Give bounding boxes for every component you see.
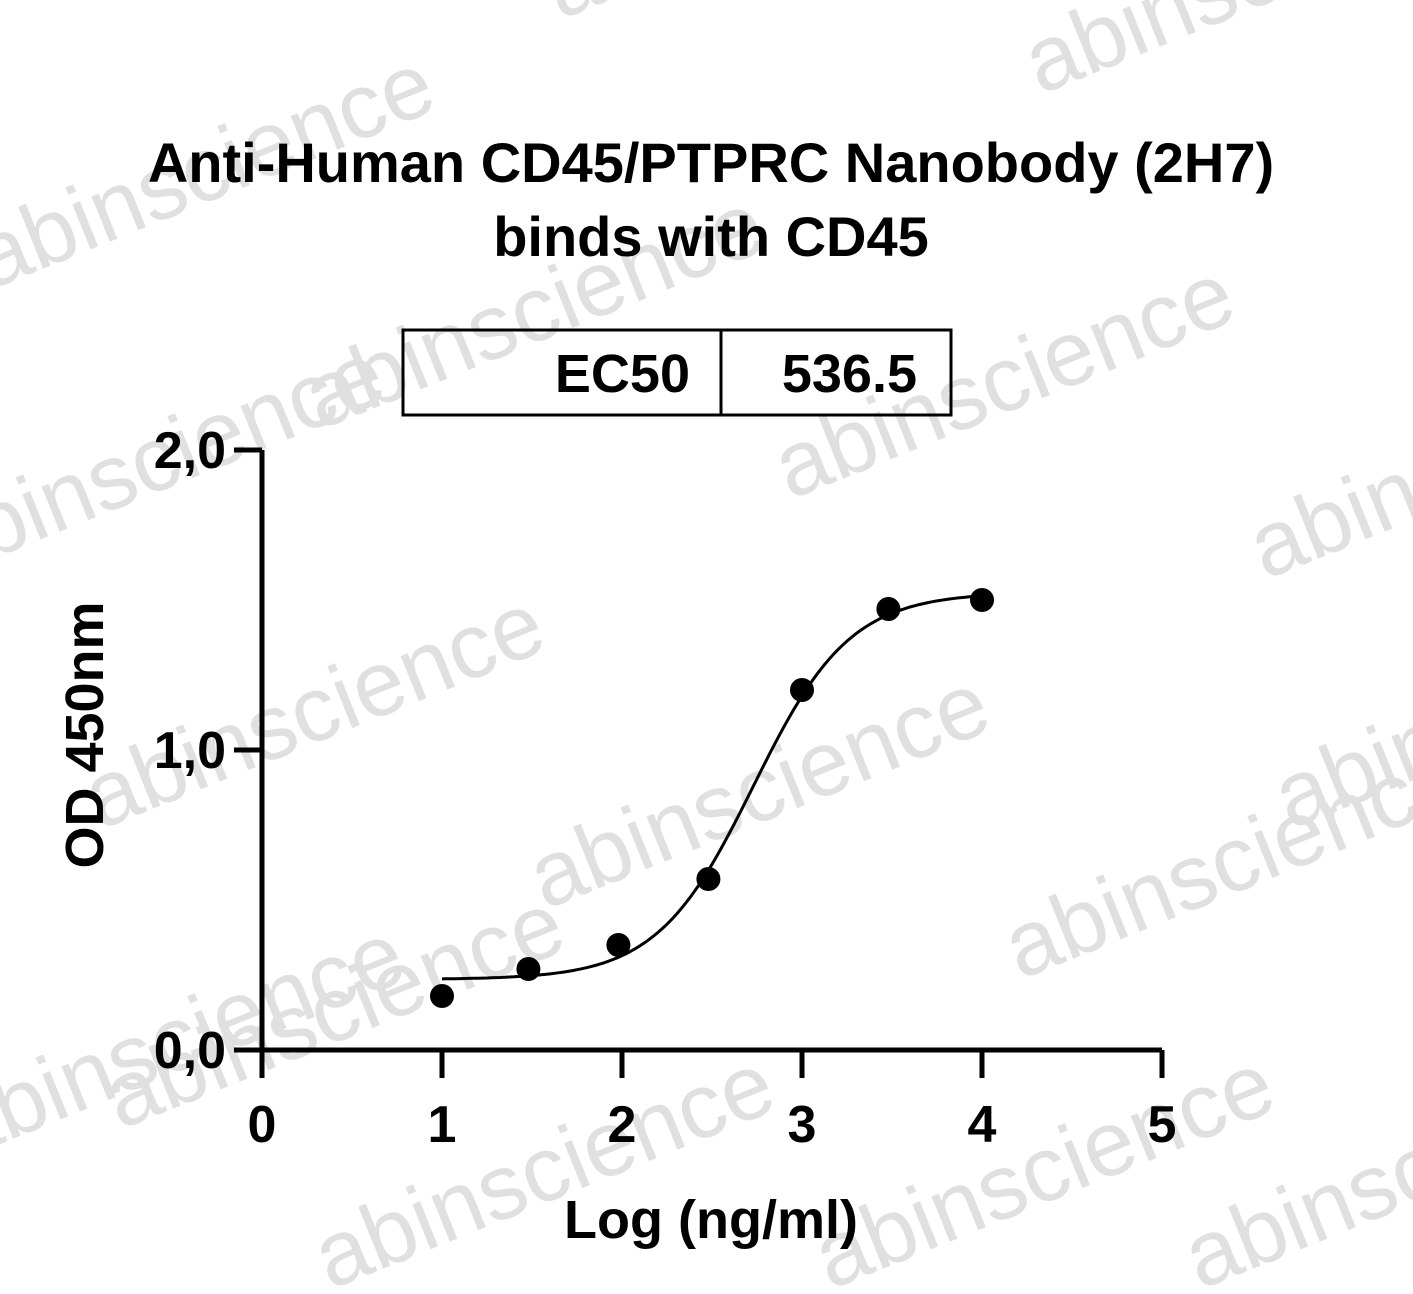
- x-tick-label: 2: [608, 1096, 637, 1154]
- y-tick-label: 1,0: [154, 722, 226, 780]
- chart-title: Anti-Human CD45/PTPRC Nanobody (2H7): [148, 131, 1274, 194]
- watermark-text: abinscience: [1009, 0, 1413, 114]
- watermark-text: abinscience: [1234, 322, 1413, 599]
- ec50-label: EC50: [555, 344, 690, 404]
- axes: 0,0 1,0 2,0 0 1 2 3 4 5: [154, 422, 1177, 1154]
- x-tick-label: 4: [968, 1096, 997, 1154]
- x-tick-label: 5: [1148, 1096, 1177, 1154]
- data-point: [430, 984, 454, 1008]
- x-axis-label: Log (ng/ml): [564, 1190, 858, 1250]
- ec50-value: 536.5: [782, 344, 917, 404]
- watermark-text: abinscience: [514, 652, 1003, 929]
- data-point: [876, 597, 901, 621]
- watermark-text: abinscience: [69, 572, 558, 849]
- data-point: [790, 678, 814, 702]
- y-tick-label: 0,0: [154, 1022, 226, 1080]
- watermark-text: abinscience: [299, 1032, 788, 1294]
- data-point: [516, 957, 541, 981]
- watermark-text: abinscience: [529, 0, 1018, 39]
- y-axis-label: OD 450nm: [55, 601, 115, 868]
- chart-subtitle: binds with CD45: [493, 205, 929, 268]
- y-tick-label: 2,0: [154, 422, 226, 480]
- data-points-layer: [430, 588, 994, 1008]
- x-tick-label: 0: [248, 1096, 277, 1154]
- x-tick-label: 1: [428, 1096, 457, 1154]
- watermark-text: abinscience: [1259, 572, 1413, 849]
- data-point: [970, 588, 994, 612]
- ec50-table-border: [401, 328, 953, 417]
- data-point: [606, 933, 631, 957]
- ec50-table: EC50 536.5: [401, 328, 953, 417]
- data-point: [696, 867, 721, 891]
- x-tick-label: 3: [788, 1096, 817, 1154]
